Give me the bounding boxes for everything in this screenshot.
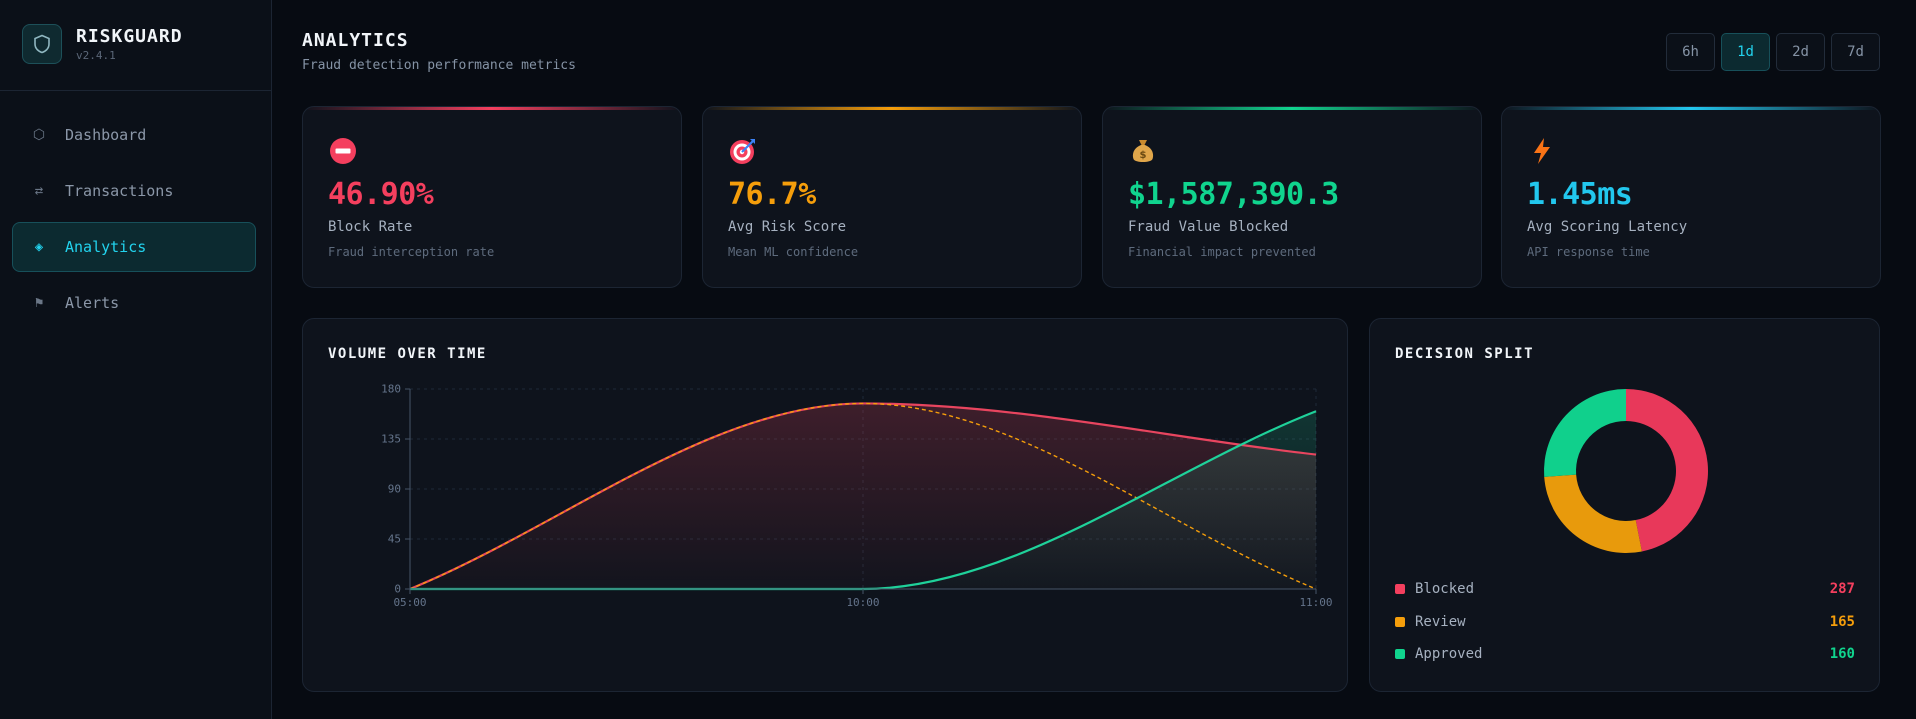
series-line-review [409,402,1317,590]
x-tick-label: 11:00 [1299,596,1332,609]
y-tick-label: 90 [388,483,401,496]
kpi-label: Fraud Value Blocked [1128,219,1289,235]
target-icon [730,139,755,164]
time-range-selector: 6h 1d 2d 7d [1666,33,1880,71]
nav-item-label: Transactions [65,182,174,200]
donut-slice-blocked[interactable] [1626,389,1708,552]
diamond-icon: ◈ [34,239,44,255]
legend-value: 160 [1829,646,1855,662]
donut-slice-approved[interactable] [1544,389,1626,477]
kpi-card-block-rate: 46.90% Block Rate Fraud interception rat… [302,106,682,288]
legend-label: Approved [1415,646,1483,662]
nav-item-label: Dashboard [65,126,147,144]
range-button-2d[interactable]: 2d [1776,33,1825,71]
flag-icon: ⚑ [34,295,44,311]
kpi-description: Fraud interception rate [328,245,495,259]
kpi-accent-bar [1502,107,1880,110]
kpi-value: 1.45ms [1527,177,1633,212]
legend-label: Review [1415,614,1466,630]
x-tick-label: 05:00 [393,596,426,609]
legend-label: Blocked [1415,581,1475,597]
kpi-label: Avg Scoring Latency [1527,219,1688,235]
range-button-7d[interactable]: 7d [1831,33,1880,71]
donut-slice-review[interactable] [1544,474,1642,553]
x-tick-label: 10:00 [846,596,879,609]
kpi-value: 46.90% [328,177,434,212]
kpi-value: 76.7% [728,177,816,212]
nav-item-alerts[interactable]: ⚑ Alerts [12,278,256,328]
lightning-icon [1534,138,1550,164]
kpi-description: Mean ML confidence [728,245,859,259]
range-button-6h[interactable]: 6h [1666,33,1715,71]
y-tick-label: 180 [381,383,401,396]
y-tick-label: 135 [381,433,401,446]
nav-item-dashboard[interactable]: ⬡ Dashboard [12,110,256,160]
kpi-description: Financial impact prevented [1128,245,1316,259]
legend-swatch [1395,617,1405,627]
panel-title: VOLUME OVER TIME [328,346,487,362]
page-subtitle: Fraud detection performance metrics [302,58,576,73]
kpi-card-risk-score: 76.7% Avg Risk Score Mean ML confidence [702,106,1082,288]
nav-item-label: Alerts [65,294,120,312]
volume-chart: 0 45 90 135 180 05:00 10:00 11:00 [381,383,1332,610]
legend-swatch [1395,649,1405,659]
arrows-exchange-icon: ⇄ [34,183,44,199]
kpi-accent-bar [703,107,1081,110]
legend-item-review: Review 165 [1395,612,1855,632]
kpi-label: Block Rate [328,219,413,235]
kpi-accent-bar [303,107,681,110]
legend-item-approved: Approved 160 [1395,644,1855,664]
page-title: ANALYTICS [302,30,409,51]
brand[interactable]: RISKGUARD v2.4.1 [22,24,183,64]
legend-swatch [1395,584,1405,594]
shield-icon [22,24,62,64]
range-button-1d[interactable]: 1d [1721,33,1770,71]
legend-value: 287 [1829,581,1855,597]
money-bag-icon: $ [1132,140,1154,162]
kpi-accent-bar [1103,107,1481,110]
decision-donut-chart [1544,389,1708,553]
nav-item-analytics[interactable]: ◈ Analytics [12,222,256,272]
volume-panel: VOLUME OVER TIME 0 45 90 135 180 05:00 10:00 11… [302,318,1348,692]
decision-split-panel: DECISION SPLIT Blocked 287 Review 165 Ap… [1369,318,1880,692]
legend-value: 165 [1829,614,1855,630]
kpi-value: $1,587,390.3 [1128,177,1339,212]
legend-item-blocked: Blocked 287 [1395,579,1855,599]
nav-menu: ⬡ Dashboard ⇄ Transactions ◈ Analytics ⚑… [12,110,256,334]
nav-item-label: Analytics [65,238,147,256]
kpi-label: Avg Risk Score [728,219,847,235]
hexagon-icon: ⬡ [32,127,46,143]
y-tick-label: 45 [388,533,401,546]
sidebar: RISKGUARD v2.4.1 ⬡ Dashboard ⇄ Transacti… [0,0,272,719]
no-entry-icon [330,138,356,164]
kpi-description: API response time [1527,245,1650,259]
panel-title: DECISION SPLIT [1395,346,1535,362]
brand-version: v2.4.1 [76,49,116,62]
sidebar-divider [0,90,271,91]
nav-item-transactions[interactable]: ⇄ Transactions [12,166,256,216]
svg-text:$: $ [1140,150,1147,161]
series-area-approved [410,411,1316,589]
brand-name: RISKGUARD [76,26,183,47]
kpi-card-fraud-value: $ $1,587,390.3 Fraud Value Blocked Finan… [1102,106,1482,288]
y-tick-label: 0 [394,583,401,596]
kpi-card-latency: 1.45ms Avg Scoring Latency API response … [1501,106,1881,288]
